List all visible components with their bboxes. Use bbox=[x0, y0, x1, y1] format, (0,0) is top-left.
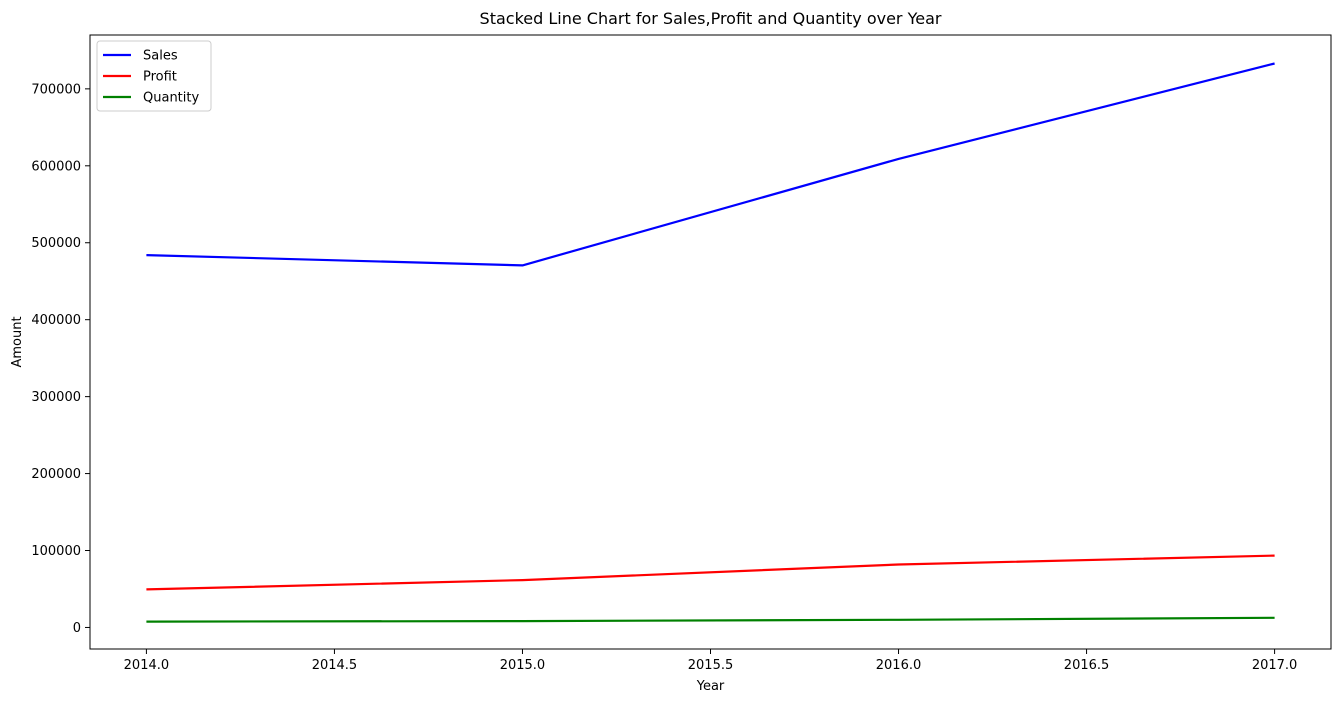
series-line-sales bbox=[146, 62, 1275, 267]
x-tick-label: 2016.0 bbox=[876, 658, 922, 673]
y-tick-label: 600000 bbox=[31, 159, 81, 174]
y-axis: 0 100000 200000 300000 400000 500000 600000 700… bbox=[31, 82, 90, 636]
y-tick-label: 400000 bbox=[31, 313, 81, 328]
y-tick-label: 300000 bbox=[31, 390, 81, 405]
y-tick-label: 100000 bbox=[31, 544, 81, 559]
x-tick-label: 2016.5 bbox=[1064, 658, 1110, 673]
y-axis-label: Amount bbox=[10, 316, 25, 367]
series-layer bbox=[146, 62, 1275, 623]
x-tick-label: 2014.5 bbox=[312, 658, 358, 673]
y-tick-label: 500000 bbox=[31, 236, 81, 251]
y-tick-label: 0 bbox=[73, 621, 81, 636]
plot-frame bbox=[89, 34, 1332, 650]
x-axis: 2014.0 2014.5 2015.0 2015.5 2016.0 2016.5 2017… bbox=[124, 649, 1298, 673]
x-axis-label: Year bbox=[696, 679, 725, 694]
series-line-quantity bbox=[146, 616, 1275, 623]
x-tick-label: 2015.0 bbox=[500, 658, 546, 673]
legend-label-sales: Sales bbox=[143, 49, 178, 64]
x-tick-label: 2017.0 bbox=[1252, 658, 1298, 673]
legend-label-quantity: Quantity bbox=[143, 91, 199, 106]
legend-label-profit: Profit bbox=[143, 70, 177, 85]
chart-title: Stacked Line Chart for Sales,Profit and … bbox=[480, 9, 942, 28]
legend-box bbox=[96, 40, 212, 112]
legend: Sales Profit Quantity bbox=[96, 40, 212, 112]
y-tick-label: 200000 bbox=[31, 467, 81, 482]
x-tick-label: 2014.0 bbox=[124, 658, 170, 673]
y-tick-label: 700000 bbox=[31, 82, 81, 97]
x-tick-label: 2015.5 bbox=[688, 658, 734, 673]
series-line-profit bbox=[146, 554, 1275, 591]
plot-area bbox=[89, 34, 1332, 650]
